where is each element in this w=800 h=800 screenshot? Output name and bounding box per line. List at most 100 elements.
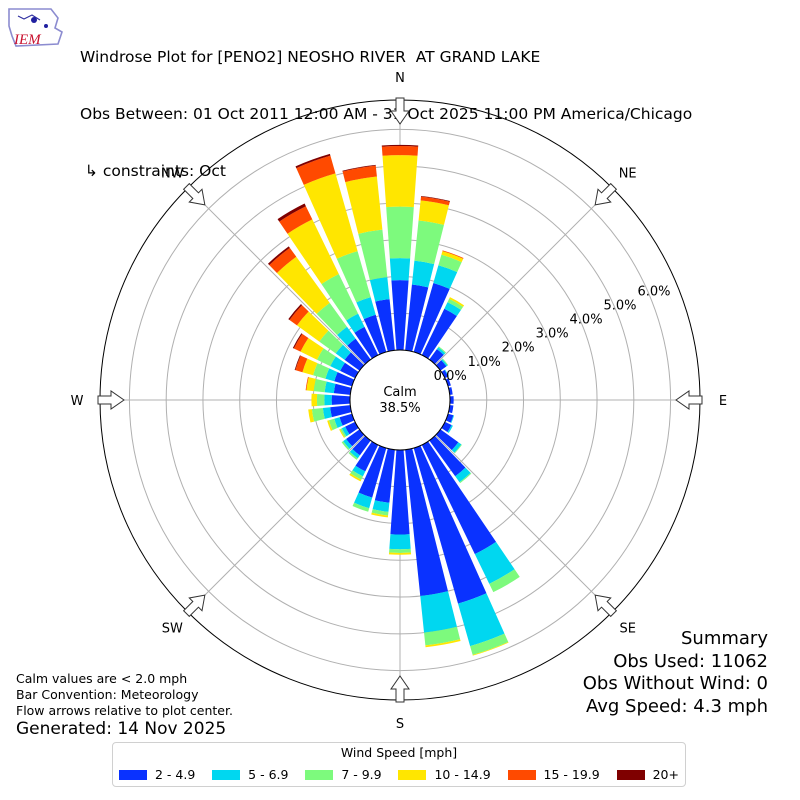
bar-0-bin-2 — [386, 206, 414, 259]
bar-290-bin-4 — [295, 355, 308, 373]
bar-310-bin-3 — [296, 311, 329, 342]
bar-200-bin-2 — [352, 502, 370, 512]
direction-arrow-0 — [390, 97, 410, 125]
legend-swatch — [212, 769, 241, 780]
bar-340-bin-0 — [363, 314, 387, 355]
bar-20-bin-3 — [441, 251, 464, 263]
plot-title: Windrose Plot for [PENO2] NEOSHO RIVER A… — [80, 10, 692, 200]
legend-label: 10 - 14.9 — [434, 767, 491, 782]
bar-20-bin-2 — [438, 254, 462, 273]
bar-330-bin-0 — [354, 326, 379, 359]
bar-260-bin-0 — [330, 405, 352, 418]
bar-290-bin-0 — [334, 372, 355, 387]
bar-310-bin-2 — [319, 330, 343, 354]
bar-20-bin-4 — [442, 250, 464, 259]
bar-10-bin-0 — [405, 284, 429, 352]
legend-label: 2 - 4.9 — [155, 767, 196, 782]
direction-labels: N NE E SE S SW W NW — [71, 71, 728, 732]
bar-150-bin-1 — [474, 541, 515, 584]
title-line-2: Obs Between: 01 Oct 2011 12:00 AM - 31 O… — [80, 105, 693, 123]
direction-label-E: E — [719, 394, 727, 409]
bar-240-bin-0 — [345, 421, 359, 435]
legend-item-5: 20+ — [616, 767, 679, 782]
bar-230-bin-1 — [343, 439, 353, 449]
legend-label: 20+ — [652, 767, 679, 782]
bar-160-bin-1 — [458, 593, 505, 647]
bar-110-bin-1 — [450, 415, 455, 423]
legend-item-3: 10 - 14.9 — [398, 767, 491, 782]
direction-arrow-135 — [594, 594, 618, 618]
bar-30-bin-0 — [421, 308, 457, 359]
legend-item-4: 15 - 19.9 — [507, 767, 600, 782]
summary-heading: Summary — [681, 628, 768, 649]
bar-310-bin-1 — [335, 344, 351, 360]
bar-300-bin-2 — [316, 348, 336, 367]
bar-250-bin-2 — [328, 418, 338, 431]
bar-30-bin-2 — [447, 298, 464, 310]
bar-350-bin-0 — [375, 299, 395, 352]
bar-210-bin-0 — [355, 441, 379, 472]
direction-arrow-225 — [182, 594, 206, 618]
bar-290-bin-5 — [294, 355, 301, 371]
bar-180-bin-0 — [390, 449, 410, 535]
bar-210-bin-1 — [352, 465, 366, 477]
bar-130-bin-2 — [454, 444, 462, 454]
bar-260-bin-1 — [322, 407, 332, 419]
bar-340-bin-1 — [356, 297, 376, 320]
bar-60-bin-1 — [444, 369, 449, 377]
bar-130-bin-1 — [451, 442, 462, 453]
bar-340-bin-3 — [303, 173, 358, 259]
bar-320-bin-2 — [316, 302, 347, 336]
obs-used: Obs Used: 11062 — [613, 650, 768, 672]
bar-0-bin-1 — [389, 258, 411, 281]
bar-180-bin-3 — [388, 552, 412, 555]
calm-circle — [349, 349, 451, 451]
bar-330-bin-5 — [277, 203, 306, 222]
direction-label-N: N — [395, 71, 405, 86]
bar-280-bin-0 — [333, 383, 352, 395]
bar-250-bin-1 — [334, 417, 343, 428]
bar-260-bin-2 — [311, 407, 325, 422]
bar-350-bin-4 — [342, 165, 377, 183]
calm-label: Calm — [383, 385, 416, 400]
bar-0-bin-3 — [382, 155, 418, 208]
bar-240-bin-3 — [339, 429, 345, 438]
bar-270-bin-3 — [311, 393, 318, 407]
bar-330-bin-4 — [279, 206, 313, 234]
bar-320-bin-1 — [337, 326, 356, 346]
bar-40-bin-0 — [429, 349, 444, 365]
bar-340-bin-5 — [295, 153, 331, 169]
bar-270-bin-2 — [316, 394, 325, 406]
direction-arrow-270 — [97, 390, 125, 410]
radial-tick-label-3: 3.0% — [536, 327, 569, 342]
bar-220-bin-0 — [352, 435, 371, 456]
bar-320-bin-5 — [267, 246, 290, 266]
bar-310-bin-0 — [344, 352, 365, 371]
direction-label-S: S — [396, 717, 404, 732]
bar-0-bin-4 — [381, 145, 419, 156]
radial-tick-labels: 0.0%1.0%2.0%3.0%4.0%5.0%6.0% — [434, 284, 671, 383]
bar-0-bin-5 — [381, 144, 419, 147]
direction-arrow-90 — [675, 390, 703, 410]
bar-50-bin-1 — [441, 359, 448, 367]
bar-330-bin-2 — [321, 273, 359, 321]
bar-320-bin-3 — [276, 256, 330, 314]
bar-20-bin-1 — [433, 265, 458, 289]
bar-170-bin-3 — [425, 639, 461, 648]
bar-90-bin-0 — [449, 396, 454, 404]
legend-item-1: 5 - 6.9 — [212, 767, 288, 782]
iem-logo: IEM — [8, 8, 63, 48]
bar-20-bin-0 — [413, 282, 450, 355]
bar-270-bin-1 — [324, 394, 332, 406]
direction-label-SE: SE — [619, 622, 635, 637]
bar-190-bin-2 — [371, 509, 389, 516]
bar-150-bin-0 — [421, 441, 497, 555]
bar-310-bin-5 — [288, 304, 303, 321]
legend-swatch — [616, 769, 645, 780]
bar-250-bin-3 — [327, 420, 333, 431]
bar-320-bin-4 — [269, 247, 297, 274]
bars — [267, 144, 520, 656]
obs-without-wind: Obs Without Wind: 0 — [582, 673, 768, 694]
direction-label-NW: NW — [161, 166, 184, 181]
legend-item-0: 2 - 4.9 — [119, 767, 195, 782]
